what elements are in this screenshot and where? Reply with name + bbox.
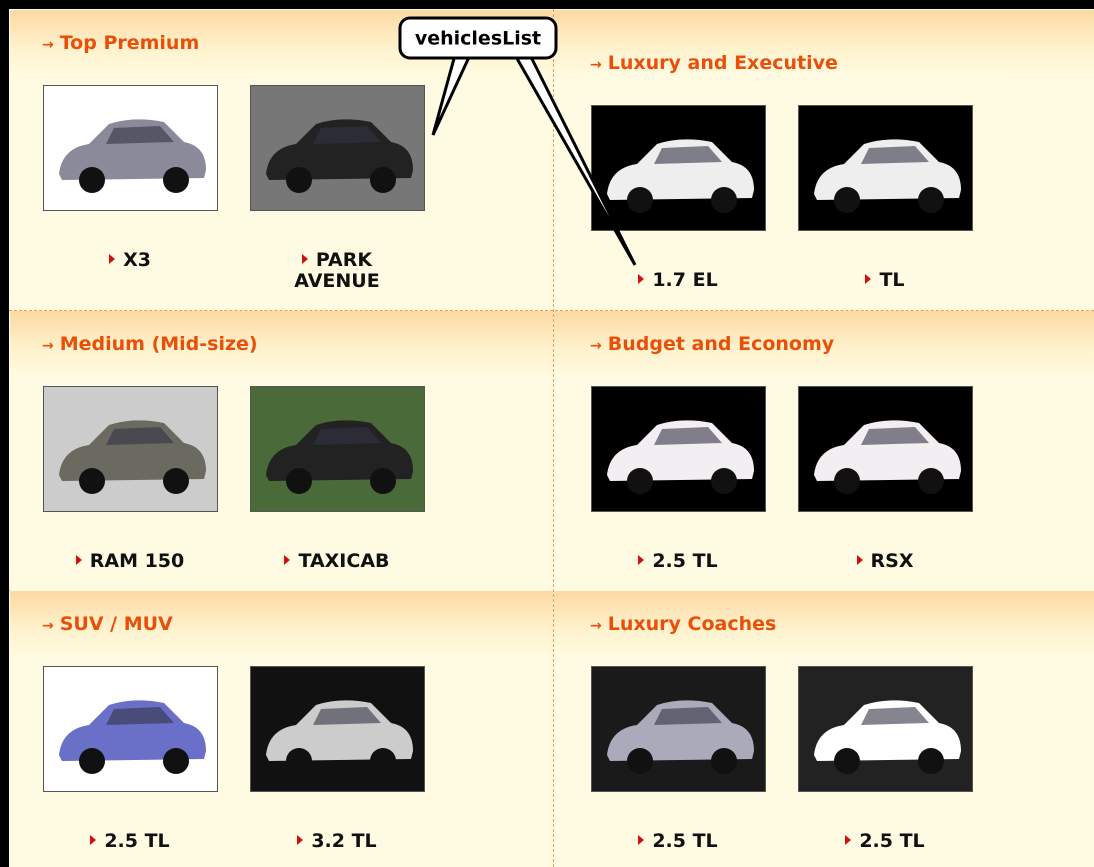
callout-text: vehiclesList — [415, 28, 541, 50]
vehicle-catalog: Top PremiumX3PARK AVENUELuxury and Execu… — [0, 0, 1094, 867]
callout-tail — [433, 55, 635, 265]
callout: vehiclesList — [0, 0, 1094, 867]
